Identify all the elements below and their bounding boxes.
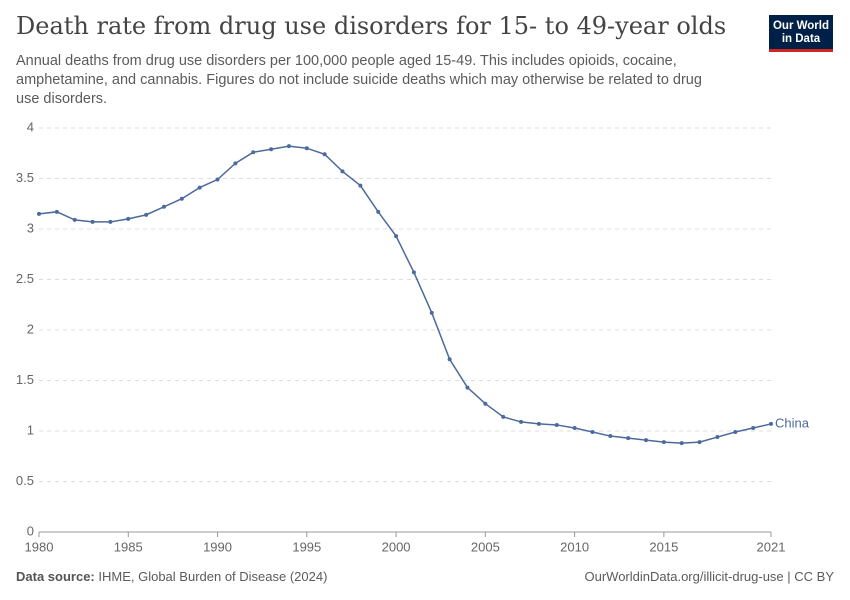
point [769, 421, 773, 426]
footer-link[interactable]: OurWorldinData.org/illicit-drug-use | CC… [584, 569, 835, 584]
point [108, 219, 113, 224]
point [215, 177, 220, 182]
point [572, 425, 577, 430]
point [626, 436, 631, 441]
point [126, 216, 131, 221]
y-tick-label: 1.5 [16, 372, 34, 387]
point [465, 385, 470, 390]
point [286, 144, 291, 149]
point [269, 147, 274, 152]
x-tick-label: 1985 [114, 539, 143, 554]
line [38, 145, 772, 444]
point [501, 414, 506, 419]
point [554, 422, 559, 427]
x-tick-label: 2010 [560, 539, 589, 554]
x-tick-label: 1995 [292, 539, 321, 554]
source-label: Data source: [16, 569, 95, 584]
y-tick-label: 1 [27, 422, 34, 437]
point [394, 234, 399, 239]
chart-title: Death rate from drug use disorders for 1… [16, 12, 727, 40]
point [251, 150, 256, 155]
point [536, 421, 541, 426]
y-tick-label: 2 [27, 321, 34, 336]
point [715, 435, 720, 440]
point [590, 430, 595, 435]
point [429, 310, 434, 315]
point [733, 430, 738, 435]
point [37, 211, 41, 216]
source-text: IHME, Global Burden of Disease (2024) [98, 569, 328, 584]
logo-line: in Data [781, 33, 821, 45]
point [519, 419, 524, 424]
x-tick-label: 1980 [25, 539, 54, 554]
point [144, 212, 149, 217]
point [608, 434, 613, 439]
chart-subtitle: Annual deaths from drug use disorders pe… [16, 53, 702, 107]
point [447, 357, 452, 362]
point [72, 217, 77, 222]
series-label: China [775, 415, 810, 430]
point [233, 161, 238, 166]
logo[interactable]: Our World in Data [769, 15, 833, 52]
y-tick-label: 3.5 [16, 170, 34, 185]
point [322, 152, 327, 157]
x-tick-label: 2000 [382, 539, 411, 554]
point [411, 270, 416, 275]
x-tick-label: 1990 [203, 539, 232, 554]
y-tick-label: 0.5 [16, 473, 34, 488]
x-tick-label: 2005 [471, 539, 500, 554]
x-tick-label: 2021 [757, 539, 786, 554]
point [358, 183, 363, 188]
point [697, 440, 702, 445]
point [376, 209, 381, 214]
point [90, 219, 95, 224]
y-tick-label: 3 [27, 220, 34, 235]
x-tick-label: 2015 [649, 539, 678, 554]
y-tick-label: 4 [27, 119, 34, 134]
point [751, 425, 756, 430]
point [644, 438, 649, 443]
point [679, 441, 684, 446]
point [54, 209, 59, 214]
point [197, 185, 202, 190]
point [340, 169, 345, 174]
point [161, 204, 166, 209]
point [661, 440, 666, 445]
point [483, 401, 488, 406]
point [179, 196, 184, 201]
y-tick-label: 0 [27, 523, 34, 538]
y-tick-label: 2.5 [16, 271, 34, 286]
source: Data source: IHME, Global Burden of Dise… [16, 569, 327, 584]
point [304, 146, 309, 151]
logo-line: Our World [772, 20, 829, 32]
